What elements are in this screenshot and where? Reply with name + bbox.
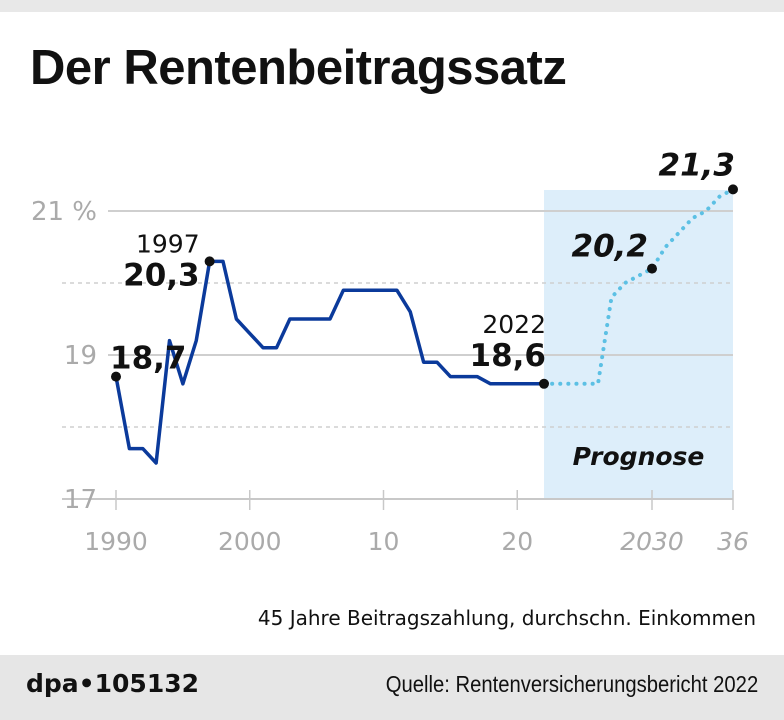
annotation-dot [647,263,657,274]
annotation-value: 20,2 [572,229,649,265]
annotation-value: 20,3 [123,257,200,293]
x-tick-label: 10 [368,527,400,556]
annotation-year: 1997 [136,229,200,258]
top-band [0,0,784,12]
annotation-dot [728,184,738,195]
y-tick-label: 17 [64,485,97,515]
x-tick-label: 20 [501,527,533,556]
footer-band: dpa•105132 Quelle: Rentenversicherungsbe… [0,655,784,720]
annotation-dot [204,256,215,267]
y-tick-label: 21 % [31,197,97,227]
annotation-dot [111,371,121,382]
annotation-year: 2022 [482,310,546,339]
y-tick-label: 19 [64,341,97,371]
x-tick-label: 36 [717,527,749,556]
x-tick-label: 2030 [620,527,684,556]
annotation-dot [539,378,549,389]
x-tick-label: 2000 [218,527,282,556]
forecast-region [544,190,733,499]
annotation-value: 18,7 [110,341,187,377]
forecast-line [542,187,735,386]
chart-subtitle: 45 Jahre Beitragszahlung, durchschn. Ein… [257,606,756,630]
source-note: Quelle: Rentenversicherungsbericht 2022 [385,671,758,697]
annotation-value: 21,3 [659,147,736,183]
chart-title: Der Rentenbeitragssatz [30,41,567,95]
x-tick-label: 1990 [84,527,148,556]
annotation-value: 18,6 [470,338,547,374]
forecast-label: Prognose [573,442,705,471]
dpa-id: dpa•105132 [26,669,200,698]
actual-line [114,259,544,465]
